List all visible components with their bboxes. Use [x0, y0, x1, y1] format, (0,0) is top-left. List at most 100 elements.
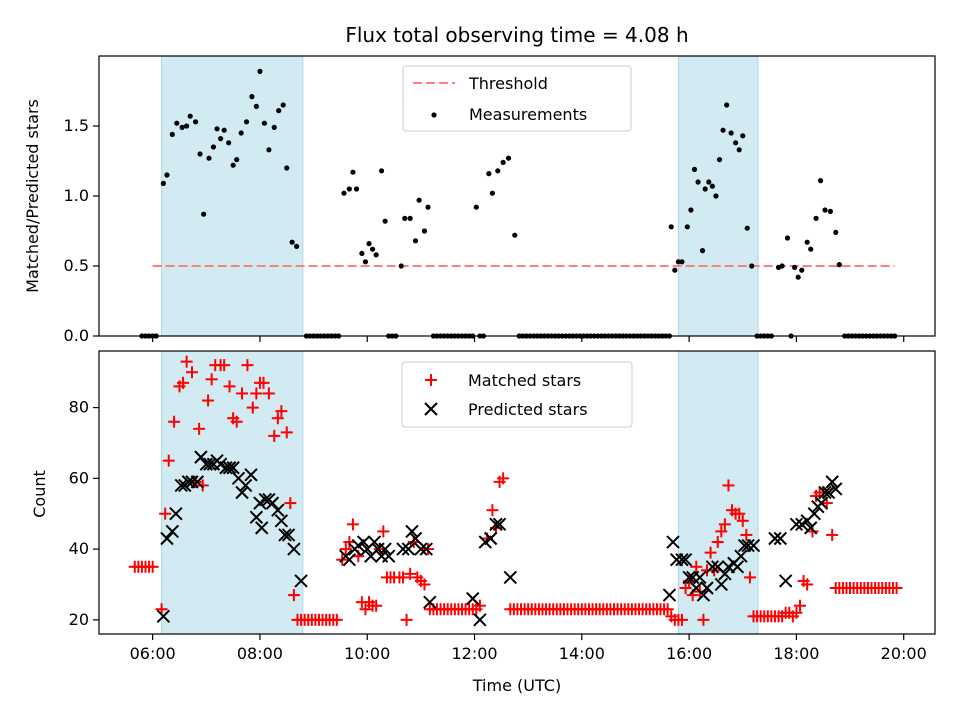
predicted-star-marker-1 [160, 531, 174, 546]
matched-star-marker-153 [715, 525, 728, 538]
predicted-star-marker-81 [746, 538, 761, 553]
measurement-point-6 [164, 172, 170, 178]
predicted-star-marker-20 [238, 478, 253, 493]
measurement-point-144 [716, 157, 723, 163]
matched-star-marker-143 [679, 582, 692, 595]
top-legend-measurement-swatch [431, 112, 437, 118]
measurement-point-162 [792, 264, 798, 270]
matched-star-marker-61 [377, 525, 390, 538]
predicted-star-marker-29 [274, 514, 289, 528]
matched-star-marker-146 [690, 560, 703, 573]
measurement-point-61 [402, 215, 408, 221]
predicted-star-marker-53 [466, 591, 480, 606]
bottom-highlight-spans [161, 350, 759, 635]
predicted-star-marker-28 [271, 503, 285, 517]
measurement-point-138 [695, 179, 701, 185]
predicted-star-marker-25 [258, 492, 273, 507]
measurement-point-82 [486, 171, 492, 177]
predicted-star-marker-61 [666, 535, 680, 549]
measurement-point-10 [184, 123, 190, 129]
predicted-star-marker-82 [768, 531, 782, 546]
measurement-point-142 [709, 183, 715, 189]
measurement-point-168 [817, 178, 824, 184]
matched-star-marker-56 [359, 603, 372, 616]
matched-star-marker-148 [697, 613, 710, 626]
measurement-point-29 [266, 147, 272, 153]
matched-star-marker-150 [704, 546, 717, 559]
top-y-tick-label-3: 1.5 [64, 116, 89, 135]
matched-star-marker-12 [180, 355, 193, 368]
predicted-star-marker-41 [367, 535, 382, 549]
measurement-point-83 [489, 190, 496, 196]
matched-star-marker-159 [736, 514, 749, 527]
predicted-star-marker-95 [829, 482, 843, 496]
measurement-point-30 [271, 124, 277, 130]
top-legend-threshold-label: Threshold [468, 74, 548, 93]
bottom-x-ticks: 06:00 08:00 10:00 12:00 14:00 16:00 18:00 20:00 [130, 634, 927, 663]
measurement-point-51 [362, 259, 369, 265]
measurement-point-15 [206, 155, 212, 161]
predicted-star-marker-60 [662, 588, 677, 602]
bottom-y-axis-label: Count [30, 470, 49, 518]
x-tick-label-6: 18:00 [773, 644, 819, 663]
matched-star-marker-93 [497, 472, 510, 485]
measurement-point-147 [728, 130, 734, 136]
predicted-star-marker-69 [696, 588, 711, 602]
bottom-legend-box [401, 361, 633, 428]
matched-star-marker-21 [218, 359, 231, 372]
predicted-star-marker-52 [423, 595, 437, 609]
measurement-point-34 [289, 239, 295, 245]
measurement-point-172 [836, 262, 842, 268]
measurement-point-143 [713, 193, 719, 199]
bottom-legend-matched-swatch [425, 374, 437, 386]
matched-star-marker-175 [793, 599, 806, 612]
matched-star-marker-18 [205, 373, 218, 386]
matched-star-marker-32 [268, 429, 281, 442]
predicted-star-marker-54 [473, 613, 487, 627]
x-axis-label: Time (UTC) [472, 676, 561, 695]
matched-star-marker-7 [159, 507, 172, 520]
predicted-star-marker-68 [693, 570, 707, 585]
measurement-point-23 [238, 130, 244, 136]
top-y-tick-label-0: 0.0 [64, 326, 89, 345]
measurement-point-169 [822, 207, 828, 213]
matched-star-marker-59 [370, 599, 383, 612]
bottom-legend-matched-label: Matched stars [468, 371, 581, 390]
top-y-axis-label: Matched/Predicted stars [23, 99, 42, 293]
predicted-star-marker-92 [818, 485, 832, 500]
measurement-point-141 [706, 179, 712, 185]
measurement-point-85 [500, 159, 506, 165]
measurement-point-11 [187, 113, 193, 119]
top-chart-title: Flux total observing time = 4.08 h [345, 23, 688, 47]
matched-star-marker-33 [271, 412, 284, 425]
top-legend: Threshold Measurements [402, 65, 632, 132]
matched-star-marker-27 [246, 401, 259, 414]
predicted-star-marker-49 [408, 531, 423, 546]
predicted-star-marker-59 [503, 570, 518, 585]
predicted-star-marker-8 [190, 475, 205, 489]
predicted-star-marker-4 [174, 478, 188, 493]
measurement-point-16 [210, 144, 217, 150]
predicted-star-marker-91 [814, 496, 829, 510]
measurement-point-150 [740, 133, 746, 139]
top-highlight-span-0 [161, 55, 304, 337]
top-y-tick-label-2: 1.0 [64, 186, 89, 205]
matched-star-marker-68 [404, 567, 417, 580]
measurement-point-139 [699, 248, 706, 254]
measurement-point-60 [398, 263, 404, 269]
measurement-point-165 [804, 239, 810, 245]
measurement-point-159 [779, 263, 785, 269]
predicted-star-marker-50 [414, 542, 428, 556]
top-panel: 0.0 0.5 1.0 1.5 Matched/Predicted stars Thr… [23, 55, 936, 345]
x-tick-label-1: 08:00 [237, 644, 283, 663]
measurement-point-171 [833, 229, 839, 235]
bottom-y-ticks: 20 40 60 80 [69, 398, 99, 629]
bottom-plot-frame [98, 350, 936, 635]
measurement-point-151 [744, 225, 750, 231]
bottom-highlight-span-0 [161, 350, 304, 635]
predicted-star-marker-83 [773, 531, 788, 546]
matched-star-marker-66 [397, 571, 409, 584]
predicted-star-marker-38 [356, 535, 371, 549]
measurement-point-12 [192, 119, 199, 125]
matched-star-marker-90 [486, 504, 499, 517]
